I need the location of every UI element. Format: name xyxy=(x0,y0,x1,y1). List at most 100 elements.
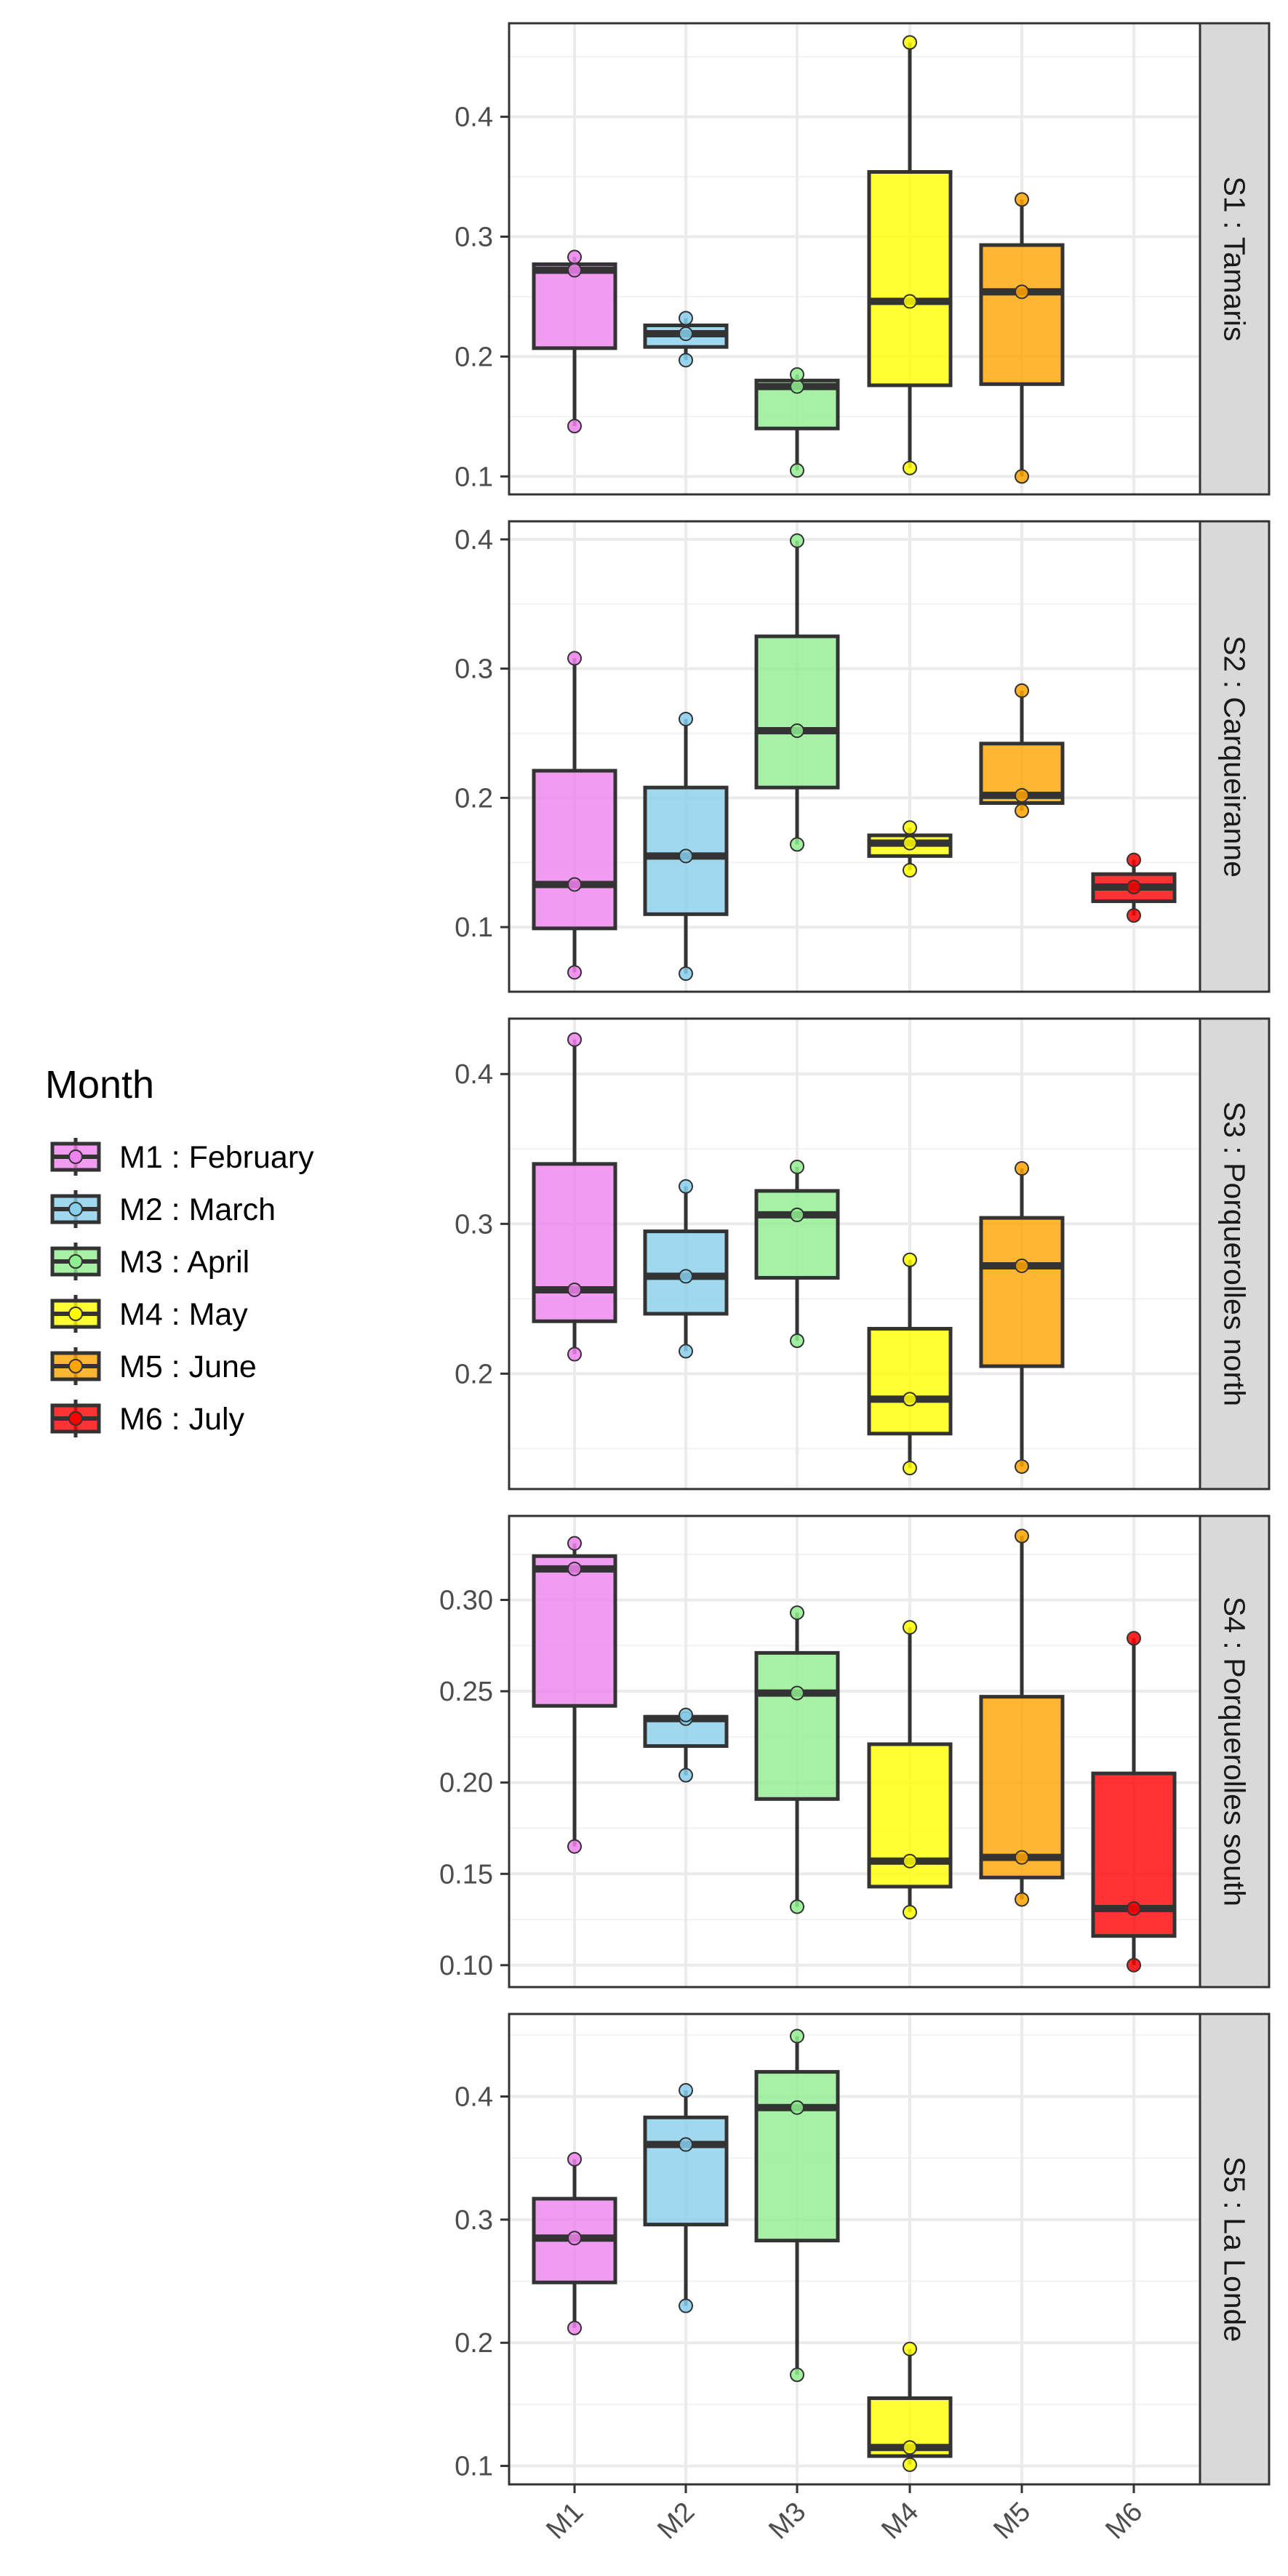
facet-panels: 0.1 0.2 0.3 0.4 S1 : Tamaris 0.1 0.2 0.3 0.4 S2 :… xyxy=(439,22,1271,2486)
x-tick-label: M5 xyxy=(988,2497,1036,2545)
data-point xyxy=(679,310,693,326)
facet-strip xyxy=(1199,22,1271,496)
data-point xyxy=(567,877,582,892)
data-point xyxy=(679,2083,693,2098)
data-point xyxy=(1015,1850,1029,1865)
y-tick-label: 0.4 xyxy=(455,2082,493,2112)
data-point xyxy=(790,2100,804,2115)
box-m3 xyxy=(754,1159,840,1349)
y-tick-label: 0.4 xyxy=(455,103,493,133)
data-point xyxy=(679,2298,693,2314)
data-point xyxy=(790,1333,804,1349)
data-point xyxy=(790,723,804,738)
panel-background xyxy=(509,1019,1200,1489)
box-m1 xyxy=(532,2151,617,2335)
legend-item: M5 : June xyxy=(50,1347,257,1385)
box-m2 xyxy=(643,310,729,368)
data-point xyxy=(903,294,917,309)
box-body xyxy=(754,634,840,790)
box-m4 xyxy=(867,2341,953,2472)
data-point xyxy=(679,848,693,864)
data-point xyxy=(903,2341,917,2356)
data-point xyxy=(1127,852,1141,867)
y-tick-label: 0.25 xyxy=(439,1677,493,1707)
facet-panel: 0.2 0.3 0.4 S3 : Porquerolles north xyxy=(455,1017,1271,1490)
box-body xyxy=(643,1229,729,1316)
facet-strip xyxy=(1199,1017,1271,1490)
data-point xyxy=(903,1461,917,1476)
data-point xyxy=(903,1252,917,1267)
data-point xyxy=(1127,1901,1141,1916)
data-point xyxy=(903,1392,917,1407)
box-m5 xyxy=(979,1528,1065,1907)
data-point xyxy=(1015,284,1029,300)
box-body xyxy=(867,1327,953,1436)
facet-strip-label: S4 : Porquerolles south xyxy=(1218,1597,1252,1906)
data-point xyxy=(1015,192,1029,207)
box-body xyxy=(979,1216,1065,1368)
data-point xyxy=(1127,908,1141,923)
data-point xyxy=(903,1853,917,1869)
data-point xyxy=(790,1605,804,1621)
x-axis: M1 M2 M3 M4 M5 M6 xyxy=(540,2484,1148,2545)
x-tick-label: M4 xyxy=(876,2497,924,2545)
legend-key-point xyxy=(68,1307,83,1321)
legend-label: M1 : February xyxy=(119,1140,314,1175)
box-m2 xyxy=(643,2083,729,2314)
data-point xyxy=(567,2151,582,2167)
panel-background xyxy=(509,23,1200,494)
data-point xyxy=(1015,1528,1029,1544)
data-point xyxy=(903,460,917,476)
box-m6 xyxy=(1091,852,1177,923)
y-tick-label: 0.30 xyxy=(439,1586,493,1616)
data-point xyxy=(903,1620,917,1635)
facet-strip-label: S5 : La Londe xyxy=(1218,2156,1252,2342)
data-point xyxy=(679,711,693,726)
data-point xyxy=(1127,1957,1141,1973)
data-point xyxy=(1015,803,1029,819)
legend-label: M5 : June xyxy=(119,1349,257,1384)
data-point xyxy=(679,1269,693,1284)
data-point xyxy=(790,1685,804,1701)
data-point xyxy=(1127,880,1141,895)
data-point xyxy=(790,1899,804,1914)
facet-panel: 0.1 0.2 0.3 0.4 S1 : Tamaris xyxy=(455,22,1271,496)
data-point xyxy=(567,1032,582,1047)
data-point xyxy=(567,1536,582,1551)
y-tick-label: 0.1 xyxy=(455,2452,493,2482)
legend-label: M6 : July xyxy=(119,1402,245,1437)
facet-strip xyxy=(1199,2013,1271,2486)
data-point xyxy=(790,837,804,852)
data-point xyxy=(790,463,804,478)
panel-background xyxy=(509,1516,1200,1987)
y-tick-label: 0.3 xyxy=(455,222,493,252)
y-tick-label: 0.2 xyxy=(455,2328,493,2359)
box-m3 xyxy=(754,533,840,852)
data-point xyxy=(679,1707,693,1722)
y-tick-label: 0.20 xyxy=(439,1768,493,1799)
box-body xyxy=(979,1695,1065,1879)
legend-item: M1 : February xyxy=(50,1138,314,1176)
data-point xyxy=(790,367,804,382)
data-point xyxy=(790,1159,804,1174)
legend-label: M4 : May xyxy=(119,1297,248,1332)
box-m4 xyxy=(867,1252,953,1476)
box-m5 xyxy=(979,683,1065,819)
data-point xyxy=(679,2137,693,2152)
box-m3 xyxy=(754,367,840,478)
data-point xyxy=(1015,787,1029,803)
legend: Month M1 : February M2 : March M3 : April M… xyxy=(45,1063,314,1437)
data-point xyxy=(679,1179,693,1194)
data-point xyxy=(679,966,693,982)
legend-key-point xyxy=(68,1149,83,1164)
y-tick-label: 0.3 xyxy=(455,2205,493,2236)
y-tick-label: 0.10 xyxy=(439,1951,493,1981)
legend-title: Month xyxy=(45,1063,154,1107)
data-point xyxy=(790,533,804,548)
box-body xyxy=(643,2115,729,2227)
legend-item: M6 : July xyxy=(50,1400,245,1437)
box-m4 xyxy=(867,1620,953,1920)
data-point xyxy=(567,651,582,666)
box-m4 xyxy=(867,35,953,476)
box-body xyxy=(532,1162,617,1323)
